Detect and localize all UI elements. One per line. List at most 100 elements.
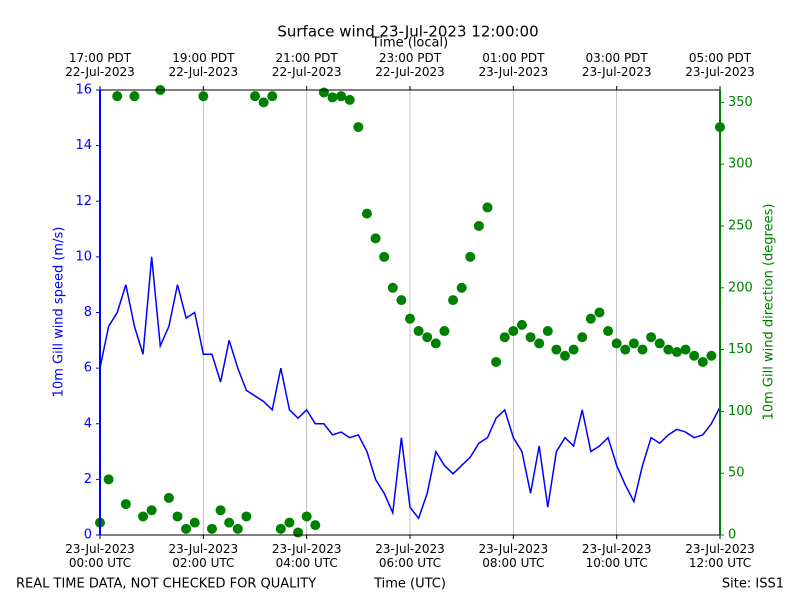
x-tick-label: 23-Jul-2023 02:00 UTC: [168, 542, 239, 570]
scatter-point: [387, 282, 398, 293]
scatter-point: [353, 122, 364, 133]
scatter-point: [215, 505, 226, 516]
scatter-point: [310, 520, 321, 531]
scatter-point: [516, 319, 527, 330]
scatter-point: [448, 295, 459, 306]
scatter-point: [267, 91, 278, 102]
x-tick-label: 23-Jul-2023 12:00 UTC: [685, 542, 755, 570]
scatter-point: [275, 523, 286, 534]
scatter-point: [706, 350, 717, 361]
scatter-point: [413, 326, 424, 337]
x2-axis-label: Time (local): [371, 36, 448, 51]
scatter-point: [336, 91, 347, 102]
scatter-point: [241, 511, 252, 522]
y2-tick-label: 300: [728, 157, 753, 172]
scatter-point: [206, 523, 217, 534]
scatter-point: [361, 208, 372, 219]
x2-tick-label: 23:00 PDT 22-Jul-2023: [375, 51, 445, 79]
scatter-point: [473, 220, 484, 231]
scatter-point: [689, 350, 700, 361]
scatter-point: [405, 313, 415, 324]
x-tick-label: 23-Jul-2023 00:00 UTC: [65, 542, 135, 570]
y-tick-label: 8: [84, 305, 92, 320]
x-tick-label: 23-Jul-2023 08:00 UTC: [478, 542, 549, 570]
y2-axis-label: 10m Gill wind direction (degrees): [762, 204, 777, 421]
x2-tick-label: 19:00 PDT 22-Jul-2023: [168, 51, 239, 79]
scatter-point: [680, 344, 691, 355]
scatter-point: [628, 338, 639, 349]
scatter-point: [654, 338, 665, 349]
y2-tick-label: 250: [728, 218, 753, 233]
scatter-point: [258, 97, 269, 108]
scatter-point: [112, 91, 123, 102]
y-tick-label: 10: [75, 249, 92, 264]
y2-tick-label: 350: [728, 95, 753, 110]
x-tick-label: 23-Jul-2023 04:00 UTC: [271, 542, 342, 570]
scatter-point: [318, 87, 329, 98]
scatter-point: [163, 492, 174, 503]
y-tick-label: 4: [84, 416, 92, 431]
scatter-point: [499, 332, 510, 343]
scatter-point: [120, 499, 131, 510]
scatter-point: [430, 338, 441, 349]
scatter-point: [189, 517, 200, 528]
scatter-point: [637, 344, 648, 355]
scatter-point: [301, 511, 312, 522]
y-tick-label: 6: [84, 361, 92, 376]
y2-tick-label: 50: [728, 466, 745, 481]
scatter-point: [224, 517, 235, 528]
scatter-point: [422, 332, 433, 343]
scatter-point: [172, 511, 183, 522]
x2-tick-label: 05:00 PDT 23-Jul-2023: [685, 51, 755, 79]
y2-tick-label: 0: [728, 528, 736, 543]
footer-right: Site: ISS1: [722, 577, 784, 592]
scatter-point: [646, 332, 657, 343]
scatter-point: [439, 326, 450, 337]
scatter-point: [129, 91, 140, 102]
y-axis-label: 10m Gill wind speed (m/s): [52, 227, 67, 398]
scatter-point: [697, 356, 708, 367]
scatter-point: [594, 307, 605, 318]
y-tick-label: 0: [84, 528, 92, 543]
x-tick-label: 23-Jul-2023 06:00 UTC: [375, 542, 445, 570]
x-tick-label: 23-Jul-2023 10:00 UTC: [581, 542, 652, 570]
scatter-point: [663, 344, 674, 355]
footer-left: REAL TIME DATA, NOT CHECKED FOR QUALITY: [16, 577, 316, 592]
scatter-point: [525, 332, 536, 343]
x-axis-label: Time (UTC): [373, 577, 446, 592]
y-tick-label: 16: [75, 83, 92, 98]
scatter-point: [603, 326, 614, 337]
scatter-point: [508, 326, 519, 337]
y-tick-label: 2: [84, 472, 92, 487]
scatter-point: [568, 344, 579, 355]
scatter-point: [482, 202, 493, 213]
scatter-point: [396, 295, 407, 306]
scatter-point: [103, 474, 114, 485]
scatter-point: [671, 347, 682, 358]
scatter-point: [146, 505, 157, 516]
line-series: [99, 256, 721, 520]
scatter-point: [491, 356, 502, 367]
y-tick-label: 12: [75, 194, 92, 209]
scatter-point: [181, 523, 192, 534]
scatter-point: [551, 344, 562, 355]
chart-title: Surface wind 23-Jul-2023 12:00:00: [277, 23, 538, 41]
scatter-point: [284, 517, 295, 528]
scatter-point: [198, 91, 209, 102]
scatter-point: [293, 527, 304, 538]
scatter-point: [542, 326, 553, 337]
scatter-point: [250, 91, 260, 102]
scatter-point: [560, 350, 570, 361]
y2-tick-label: 200: [728, 280, 753, 295]
scatter-point: [456, 282, 467, 293]
scatter-point: [534, 338, 545, 349]
scatter-point: [611, 338, 622, 349]
x2-tick-label: 17:00 PDT 22-Jul-2023: [65, 51, 135, 79]
scatter-point: [620, 344, 631, 355]
x2-tick-label: 01:00 PDT 23-Jul-2023: [478, 51, 549, 79]
scatter-point: [370, 233, 381, 244]
y2-tick-label: 150: [728, 342, 753, 357]
scatter-point: [138, 511, 149, 522]
